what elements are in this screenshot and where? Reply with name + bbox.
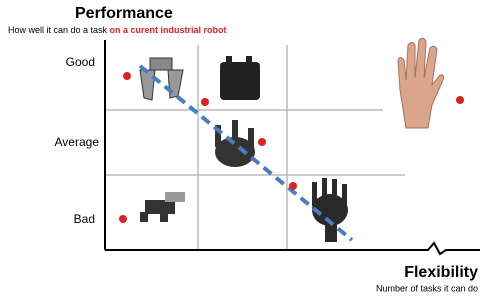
subtitle-text: How well it can do a task [8,25,110,35]
trend-line [138,64,354,242]
y-label: Good [66,55,95,69]
parallel-gripper-icon [140,192,185,222]
x-axis-title: Flexibility [404,264,478,281]
grid [105,45,405,250]
x-axis-subtitle: Number of tasks it can do [376,283,478,293]
y-axis-subtitle: How well it can do a task on a curent in… [8,25,227,35]
position-dot [119,72,464,223]
axes [104,40,480,256]
human-hand-icon [397,37,445,129]
y-label: Average [55,135,100,149]
robot-hand-icon [220,56,260,100]
dexterous-hand-icon [312,178,348,242]
y-axis-title: Performance [75,5,173,22]
subtitle-highlight: on a curent industrial robot [110,25,227,35]
gripper-icon [139,57,184,101]
three-finger-icon [215,120,255,167]
y-label: Bad [74,212,95,226]
